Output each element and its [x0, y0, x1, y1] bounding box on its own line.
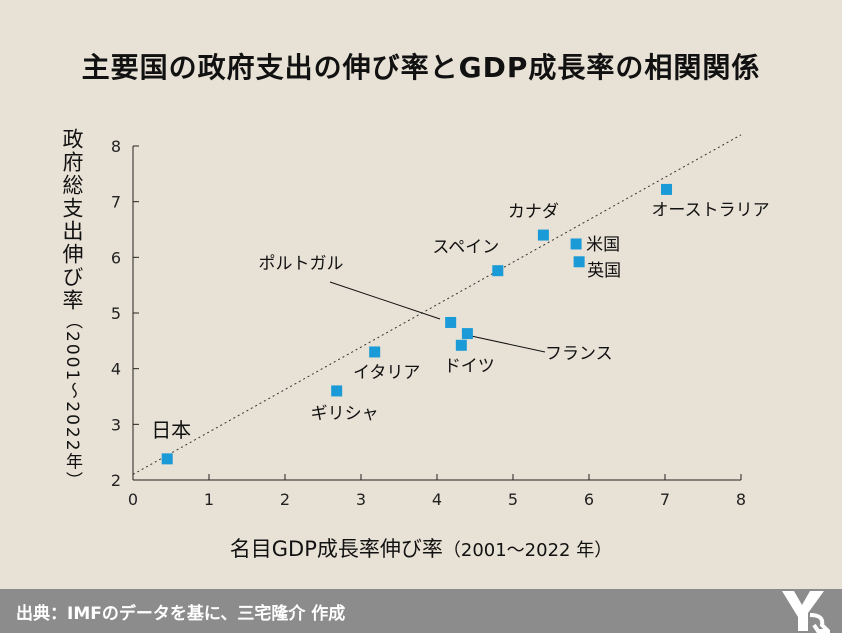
- y-axis-label-main: 政府総支出伸び率: [60, 128, 84, 312]
- point-label: ドイツ: [444, 356, 495, 376]
- data-point: [445, 316, 457, 328]
- point-label: フランス: [545, 344, 613, 364]
- point-label: 米国: [586, 235, 620, 255]
- x-tick-label: 3: [356, 490, 366, 509]
- x-tick-label: 8: [736, 490, 746, 509]
- data-point: [573, 256, 585, 268]
- source-credit: 出典：IMFのデータを基に、三宅隆介 作成: [16, 604, 346, 624]
- y-axis-label: 政府総支出伸び率（2001〜2022年）: [58, 128, 86, 491]
- y-axis-label-sub: （2001〜2022年）: [62, 312, 82, 491]
- data-point: [461, 328, 473, 340]
- data-point: [369, 346, 381, 358]
- x-tick-label: 1: [204, 490, 214, 509]
- x-tick-label: 7: [660, 490, 670, 509]
- chart-title: 主要国の政府支出の伸び率とGDP成長率の相関関係: [81, 51, 761, 84]
- logo-icon: [782, 591, 830, 633]
- x-tick-label: 5: [508, 490, 518, 509]
- y-tick-label: 3: [111, 415, 121, 434]
- point-label: オーストラリア: [651, 200, 769, 220]
- footer-bar: 出典：IMFのデータを基に、三宅隆介 作成: [0, 589, 842, 633]
- y-tick-label: 2: [111, 471, 121, 490]
- leader-line: [461, 333, 546, 353]
- x-tick-label: 0: [128, 490, 138, 509]
- point-label: イタリア: [353, 363, 420, 383]
- data-point: [492, 265, 504, 277]
- x-tick-label: 2: [280, 490, 290, 509]
- data-point: [161, 453, 173, 465]
- y-tick-label: 6: [111, 248, 121, 267]
- x-axis-label: 名目GDP成長率伸び率（2001〜2022 年）: [0, 533, 842, 563]
- tick-labels: 0 1 2 3 4 5 6 7 8 2 3 4 5 6 7 8: [111, 137, 746, 509]
- x-axis-label-main: 名目GDP成長率伸び率: [229, 537, 443, 561]
- data-points: [161, 183, 673, 465]
- point-label: ポルトガル: [259, 254, 344, 274]
- data-point: [570, 238, 582, 250]
- axes: [132, 146, 741, 481]
- data-point: [331, 385, 343, 397]
- y-tick-label: 4: [111, 360, 121, 379]
- data-point: [661, 183, 673, 195]
- data-point: [537, 229, 549, 241]
- trend-line: [132, 134, 742, 475]
- point-label: 英国: [587, 261, 621, 281]
- x-axis-label-sub: （2001〜2022 年）: [442, 540, 613, 561]
- y-tick-label: 5: [111, 304, 121, 323]
- x-tick-label: 6: [584, 490, 594, 509]
- point-label: 日本: [151, 418, 191, 442]
- leader-lines: [329, 281, 546, 353]
- y-tick-label: 7: [111, 193, 121, 212]
- data-point: [455, 339, 467, 351]
- y-tick-label: 8: [111, 137, 121, 156]
- x-tick-label: 4: [432, 490, 442, 509]
- point-label: スペイン: [432, 238, 499, 258]
- leader-line: [329, 281, 441, 320]
- point-label: カナダ: [508, 202, 559, 222]
- point-label: ギリシャ: [311, 404, 379, 424]
